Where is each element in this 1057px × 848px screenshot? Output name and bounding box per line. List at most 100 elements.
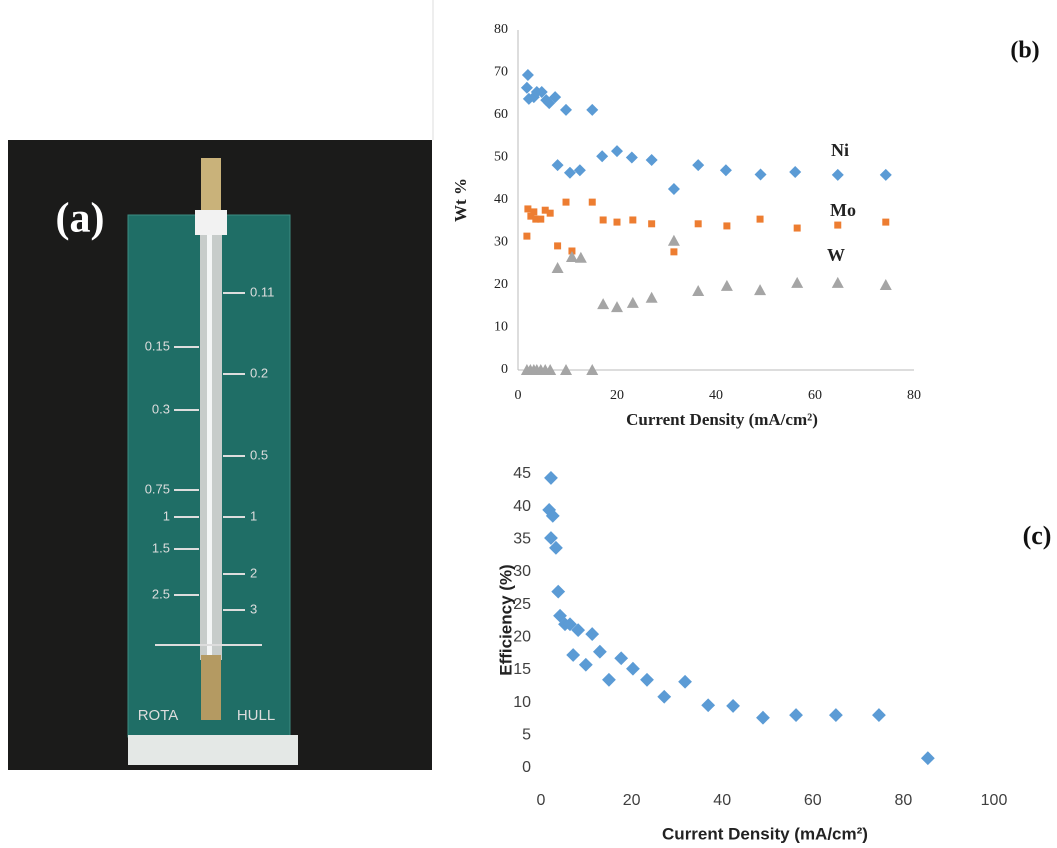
point <box>560 103 573 116</box>
point <box>645 154 658 167</box>
plate-base <box>128 735 298 765</box>
point <box>726 699 740 713</box>
y-tick-label: 30 <box>494 235 508 250</box>
y-tick-label: 30 <box>513 563 531 580</box>
point <box>614 651 629 666</box>
x-tick-label: 0 <box>515 388 522 403</box>
y-tick-label: 35 <box>513 531 531 548</box>
x-tick-label: 40 <box>713 792 731 809</box>
point <box>586 364 599 375</box>
y-tick-label: 20 <box>494 277 508 292</box>
point <box>574 251 587 263</box>
point <box>566 648 581 662</box>
point <box>629 216 637 224</box>
point <box>549 91 562 104</box>
point <box>872 708 886 722</box>
point <box>535 86 548 99</box>
y-tick-label: 40 <box>494 192 508 207</box>
x-tick-label: 80 <box>895 792 913 809</box>
series-label: Mo <box>830 200 856 220</box>
point <box>544 471 558 485</box>
y-tick-label: 0 <box>522 759 531 776</box>
x-axis-label: Current Density (mA/cm²) <box>662 824 868 843</box>
point <box>657 689 672 704</box>
scale-label: 0.75 <box>145 481 170 496</box>
scale-label: 1 <box>163 508 170 523</box>
point <box>585 627 600 641</box>
scale-label: 0.15 <box>145 338 170 353</box>
scale-label: 0.3 <box>152 401 170 416</box>
point <box>754 168 767 181</box>
y-tick-label: 15 <box>513 661 531 678</box>
point <box>549 540 563 555</box>
y-tick-label: 45 <box>513 465 531 482</box>
x-tick-label: 80 <box>907 388 921 403</box>
x-tick-label: 20 <box>610 388 624 403</box>
y-tick-label: 25 <box>513 596 531 613</box>
point <box>562 198 570 206</box>
brand-left: ROTA <box>138 707 179 724</box>
point <box>648 220 656 228</box>
panel-label: (c) <box>1023 521 1052 550</box>
point <box>694 220 702 228</box>
point <box>520 81 533 94</box>
scale-label: 2.5 <box>152 586 170 601</box>
point <box>829 708 843 722</box>
point <box>530 208 538 216</box>
point <box>678 674 692 689</box>
rod-highlight <box>207 235 212 660</box>
point <box>756 710 770 725</box>
point <box>565 250 578 262</box>
point <box>692 159 705 172</box>
y-tick-label: 5 <box>522 727 531 744</box>
point <box>611 301 623 313</box>
y-tick-label: 80 <box>494 22 508 37</box>
brand-right: HULL <box>237 707 275 724</box>
scale-label: 0.5 <box>250 447 268 462</box>
y-tick-label: 50 <box>494 150 508 165</box>
scale-label: 0.2 <box>250 365 268 380</box>
y-tick-label: 70 <box>494 65 508 80</box>
rod-bottom <box>201 655 221 720</box>
point <box>551 159 564 172</box>
point <box>554 242 562 250</box>
point <box>756 215 764 223</box>
point <box>879 168 892 181</box>
point <box>545 508 560 523</box>
point <box>920 751 935 766</box>
point <box>723 222 731 230</box>
scale-label: 1 <box>250 508 257 523</box>
point <box>563 617 577 632</box>
y-tick-label: 10 <box>513 694 531 711</box>
point <box>613 218 621 226</box>
y-tick-label: 10 <box>494 320 508 335</box>
point <box>596 150 609 163</box>
scale-label: 3 <box>250 601 257 616</box>
x-tick-label: 20 <box>623 792 641 809</box>
scales: 0.15 0.3 0.75 1 1.5 2.5 0.11 0.2 0.5 1 2 3 <box>145 284 275 616</box>
photo: 0.15 0.3 0.75 1 1.5 2.5 0.11 0.2 0.5 1 2 3 (a) ROTA… <box>8 140 432 770</box>
scale-label: 1.5 <box>152 540 170 555</box>
point <box>578 657 593 672</box>
point <box>667 234 680 246</box>
point <box>563 166 576 179</box>
y-tick-label: 20 <box>513 629 531 646</box>
point <box>626 296 639 308</box>
point <box>546 209 554 217</box>
y-axis-label: Wt % <box>451 178 470 222</box>
y-tick-label: 0 <box>501 362 508 377</box>
y-tick-label: 60 <box>494 107 508 122</box>
scale-label: 0.11 <box>250 284 274 299</box>
point <box>882 218 890 226</box>
point <box>719 164 732 177</box>
point <box>571 623 586 638</box>
point <box>831 168 844 181</box>
point <box>544 531 558 545</box>
point <box>831 276 844 288</box>
point <box>592 644 607 659</box>
point <box>537 215 545 223</box>
x-tick-label: 60 <box>804 792 822 809</box>
point <box>597 298 610 310</box>
